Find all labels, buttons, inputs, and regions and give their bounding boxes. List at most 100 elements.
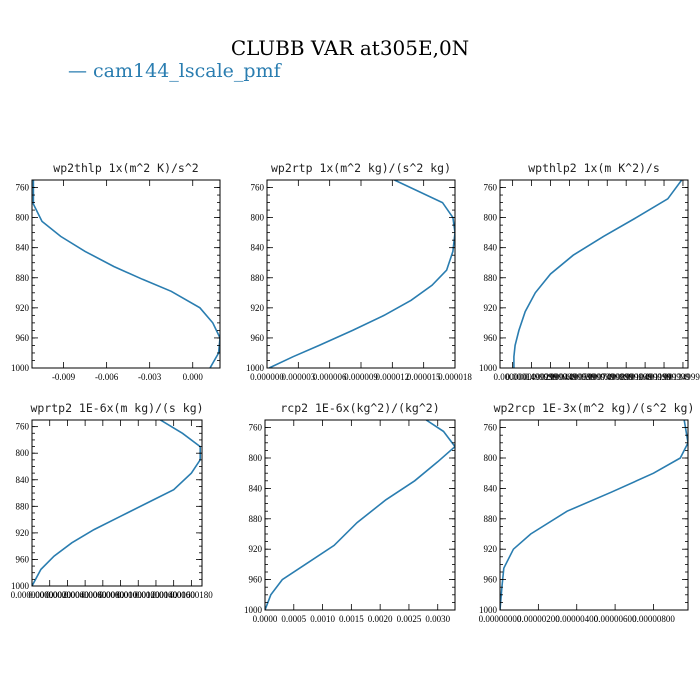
panel-title: wp2rtp 1x(m^2 kg)/(s^2 kg) [271,161,451,175]
plot-frame [31,419,203,587]
x-tick-label: 0.00000060 [64,590,107,600]
x-tick-label: 0.00000120 [117,590,160,600]
y-tick-label: 1000 [479,363,498,373]
y-tick-label: 880 [249,514,263,524]
x-tick-label: 0.0010 [310,614,335,624]
y-tick-label: 920 [16,528,30,538]
x-tick-label: 0.00000800 [632,614,675,624]
y-tick-label: 960 [484,575,498,585]
y-tick-label: 840 [249,483,263,493]
x-tick-label: 0.0007499999 [581,372,633,382]
x-tick-label: 0.0015 [339,614,364,624]
y-tick-label: 920 [251,303,265,313]
y-tick-label: 880 [484,514,498,524]
x-tick-label: 0.0005 [281,614,306,624]
panel-title: wpthlp2 1x(m K^2)/s [528,161,660,175]
x-tick-label: 0.00000600 [594,614,637,624]
x-tick-label: 0.0000000 [493,372,532,382]
y-tick-label: 880 [251,273,265,283]
y-tick-label: 760 [484,183,498,193]
y-tick-label: 760 [484,423,498,433]
y-tick-label: 840 [16,243,30,253]
x-tick-label: 0.00000000 [11,590,54,600]
panel-title: wp2rcp 1E-3x(m^2 kg)/(s^2 kg) [494,401,695,415]
x-tick-label: 0.00000100 [99,590,142,600]
y-tick-label: 760 [16,183,30,193]
y-tick-label: 880 [16,501,30,511]
y-tick-label: 760 [16,422,30,432]
x-tick-label: 0.0008999999 [600,372,652,382]
x-tick-label: 0.0000 [253,614,278,624]
y-tick-label: 1000 [11,363,30,373]
plot-frame [499,419,689,611]
panel-6: wp2rcp 1E-3x(m^2 kg)/(s^2 kg) 760 800 840 88… [479,401,695,624]
plot-frame [31,179,221,369]
y-tick-label: 880 [16,273,30,283]
y-tick-label: 920 [16,303,30,313]
x-tick-label: 0.000015 [407,372,441,382]
y-tick-label: 840 [484,483,498,493]
x-tick-label: 0.000018 [438,372,472,382]
y-tick-label: 800 [16,448,30,458]
y-tick-label: 840 [484,243,498,253]
y-tick-label: 760 [249,423,263,433]
y-tick-label: 880 [484,273,498,283]
plot-frame [266,179,456,369]
x-tick-label: 0.00000080 [81,590,124,600]
panels-group: wp2thlp 1x(m^2 K)/s^2 760 800 840 880 920 960 1… [11,161,700,624]
y-tick-label: 840 [16,475,30,485]
panel-2: wp2rtp 1x(m^2 kg)/(s^2 kg) 760 800 840 880 92… [246,161,472,382]
x-tick-label: 0.00000400 [555,614,598,624]
x-tick-label: 0.000012 [375,372,409,382]
x-tick-label: 0.00000040 [46,590,89,600]
y-tick-label: 1000 [244,605,263,615]
y-tick-label: 960 [16,554,30,564]
x-tick-label: 0.0002999999 [525,372,577,382]
x-tick-label: 0.0010499999 [619,372,671,382]
x-tick-label: 0.0001499999 [506,372,558,382]
y-tick-label: 800 [251,213,265,223]
y-tick-label: 800 [249,453,263,463]
y-tick-label: 800 [484,453,498,463]
series-line [500,420,688,610]
x-tick-label: 0.0013499999 [657,372,700,382]
x-tick-label: 0.0020 [368,614,393,624]
panel-4: wprtp2 1E-6x(m kg)/(s kg)760 800 840 880 920… [11,401,214,600]
x-tick-label: -0.009 [52,372,76,382]
x-tick-label: 0.0005999999 [562,372,614,382]
y-tick-label: 960 [249,575,263,585]
x-tick-label: 0.0011999999 [638,372,690,382]
panel-1: wp2thlp 1x(m^2 K)/s^2 760 800 840 880 920 960 1… [11,161,221,382]
x-tick-label: 0.000000 [250,372,284,382]
y-tick-label: 960 [484,333,498,343]
y-tick-label: 840 [251,243,265,253]
panel-3: wpthlp2 1x(m K^2)/s 760 800 840 880 920 960 100… [479,161,700,382]
series-line [268,180,455,368]
x-tick-label: 0.00000200 [517,614,560,624]
series-line [32,420,201,586]
x-tick-label: 0.000009 [344,372,378,382]
legend-entry: — cam144_lscale_pmf [68,60,283,82]
x-tick-label: 0.00000020 [28,590,71,600]
y-tick-label: 1000 [11,581,30,591]
x-tick-label: 0.000006 [313,372,347,382]
x-tick-label: 0.000 [183,372,204,382]
y-tick-label: 760 [251,183,265,193]
y-tick-label: 800 [16,213,30,223]
x-tick-label: 0.000003 [281,372,315,382]
y-tick-label: 920 [249,544,263,554]
y-tick-label: 920 [484,303,498,313]
y-tick-label: 960 [16,333,30,343]
panel-title: wprtp2 1E-6x(m kg)/(s kg) [30,401,203,415]
plot-frame [264,419,456,611]
x-tick-label: 0.00000160 [152,590,195,600]
panel-title: wp2thlp 1x(m^2 K)/s^2 [53,161,198,175]
y-tick-label: 800 [484,213,498,223]
x-tick-label: 0.00000000 [479,614,522,624]
x-tick-label: 0.00000180 [170,590,213,600]
y-tick-label: 960 [251,333,265,343]
x-tick-label: 0.00000140 [135,590,178,600]
panel-5: rcp2 1E-6x(kg^2)/(kg^2) 760 800 840 880 920 96… [244,401,456,624]
x-tick-label: 0.0030 [425,614,450,624]
